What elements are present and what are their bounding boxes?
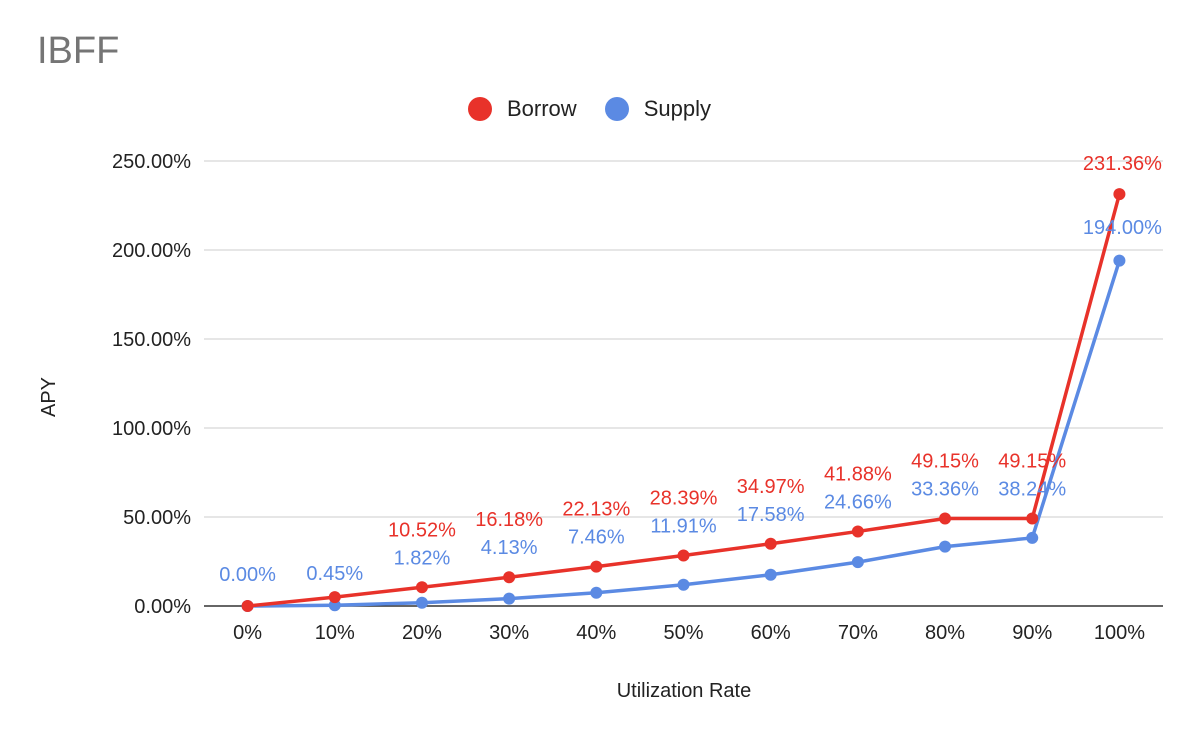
x-tick-label: 20% [402,622,442,644]
x-tick-label: 30% [489,622,529,644]
legend-swatch-supply [604,97,629,121]
data-point-borrow[interactable] [241,600,254,612]
data-label-borrow: 49.15% [911,451,979,473]
series-layer [241,188,1126,612]
y-tick-label: 100.00% [112,418,191,440]
chart-legend: Borrow Supply [468,96,739,122]
data-point-borrow[interactable] [677,549,690,562]
data-label-borrow: 49.15% [998,451,1066,473]
data-label-supply: 0.45% [306,563,363,585]
y-tick-label: 0.00% [134,596,191,618]
data-point-borrow[interactable] [939,512,952,525]
data-point-supply[interactable] [1113,254,1126,267]
y-tick-label: 50.00% [123,507,191,529]
x-tick-label: 10% [315,622,355,644]
data-label-supply: 38.24% [998,479,1066,501]
chart-title: IBFF [37,30,120,72]
data-point-supply[interactable] [851,556,864,569]
data-label-borrow: 16.18% [475,509,543,531]
data-point-borrow[interactable] [503,571,516,584]
data-label-supply: 11.91% [650,515,717,537]
data-label-supply: 24.66% [824,491,892,513]
data-point-borrow[interactable] [415,581,428,594]
data-point-supply[interactable] [503,592,516,605]
legend-label-borrow: Borrow [507,96,577,121]
data-point-supply[interactable] [590,586,603,599]
data-point-supply[interactable] [415,596,428,609]
data-point-borrow[interactable] [590,560,603,573]
data-label-borrow: 34.97% [737,476,805,498]
data-label-supply: 17.58% [737,504,805,526]
data-point-supply[interactable] [764,568,777,581]
data-point-supply[interactable] [939,540,952,553]
data-point-supply[interactable] [1026,531,1039,544]
series-line-borrow [247,193,1122,608]
x-tick-label: 0% [233,622,262,644]
data-label-supply: 194.00% [1083,217,1162,239]
data-label-layer: 0.00% 0.45% 1.82% 4.13% 7.46% 11.91% 17.58% 24.… [219,153,1162,586]
data-point-borrow[interactable] [1026,512,1039,525]
data-label-borrow: 22.13% [562,499,630,521]
data-point-borrow[interactable] [328,591,341,604]
x-tick-label: 40% [576,622,616,644]
data-label-supply: 0.00% [219,564,276,586]
data-label-borrow: 41.88% [824,463,892,485]
x-tick-label: 100% [1094,622,1145,644]
x-axis-title: Utilization Rate [617,680,752,702]
x-tick-label: 80% [925,622,965,644]
data-label-borrow: 28.39% [650,487,718,509]
data-label-supply: 7.46% [568,527,625,549]
data-label-borrow: 10.52% [388,519,456,541]
y-tick-label: 200.00% [112,240,191,262]
data-label-supply: 33.36% [911,479,979,501]
x-tick-label: 60% [751,622,791,644]
legend-item-supply[interactable]: Supply [604,96,711,122]
data-point-supply[interactable] [677,578,690,591]
data-label-supply: 4.13% [481,537,538,559]
data-point-borrow[interactable] [764,537,777,550]
legend-item-borrow[interactable]: Borrow [468,96,577,122]
y-axis-title: APY [38,377,60,417]
x-tick-label: 50% [663,622,703,644]
data-label-borrow: 231.36% [1083,153,1162,175]
x-tick-label: 90% [1012,622,1052,644]
y-tick-label: 150.00% [112,329,191,351]
data-point-borrow[interactable] [1113,188,1126,201]
grid-layer [204,160,1163,518]
x-tick-label: 70% [838,622,878,644]
legend-swatch-borrow [468,97,492,121]
data-label-supply: 1.82% [394,547,451,569]
data-point-borrow[interactable] [851,525,864,538]
y-tick-label: 250.00% [112,151,191,173]
legend-label-supply: Supply [643,96,711,121]
